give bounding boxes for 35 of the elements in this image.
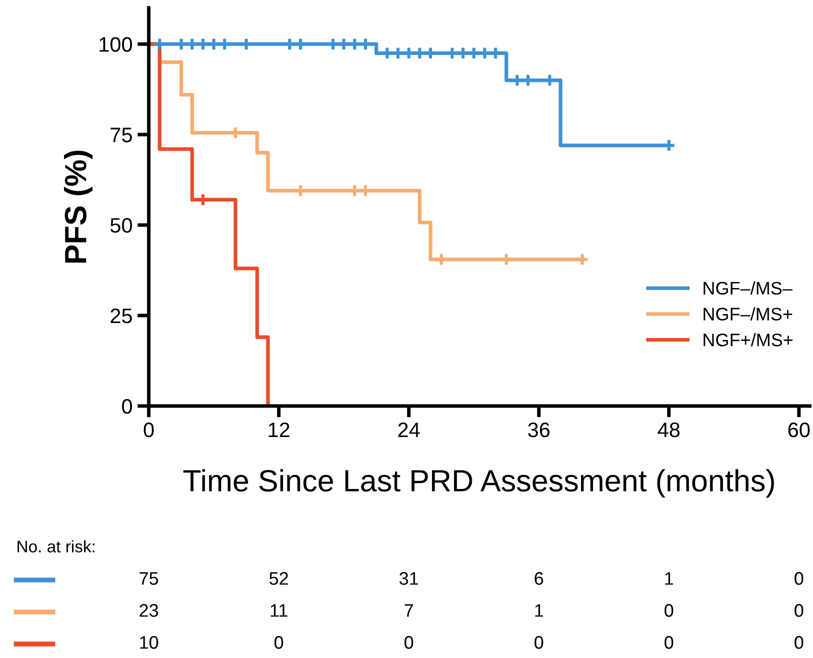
y-tick-label: 0	[122, 398, 132, 414]
legend-label: NGF+/MS+	[704, 333, 793, 346]
text: 0	[794, 636, 804, 649]
x-tick-label: 12	[268, 422, 290, 438]
text: 6	[534, 572, 544, 585]
text: 0	[404, 636, 414, 649]
y-tick-label: 50	[110, 218, 132, 233]
x-tick-label: 0	[144, 422, 154, 438]
x-tick-label: 36	[528, 422, 550, 438]
y-axis-title: PFS (%)	[64, 150, 92, 263]
text: 75	[140, 572, 158, 585]
text: 52	[269, 572, 288, 585]
text: 11	[270, 604, 288, 617]
x-tick-label: 60	[788, 422, 810, 438]
x-tick-label: 48	[658, 422, 680, 438]
text: 0	[794, 572, 804, 585]
text: 0	[664, 604, 674, 617]
text: 7	[404, 604, 413, 617]
text: No. at risk:	[18, 540, 94, 552]
text: 10	[140, 636, 158, 649]
text: 1	[665, 572, 674, 585]
text: 0	[274, 636, 284, 649]
text: 1	[535, 604, 543, 617]
text: 0	[664, 636, 674, 649]
y-tick-label: 25	[110, 308, 132, 324]
legend-label: NGF–/MS+	[704, 307, 792, 320]
text: 31	[399, 572, 418, 585]
legend-label: NGF–/MS–	[704, 281, 792, 295]
text: 0	[794, 604, 804, 617]
y-tick-label: 75	[110, 128, 132, 142]
text: 0	[534, 636, 544, 649]
x-axis-title: Time Since Last PRD Assessment (months)	[183, 469, 774, 498]
text: 23	[140, 604, 158, 617]
y-tick-label: 100	[100, 37, 132, 52]
x-tick-label: 24	[398, 422, 420, 438]
